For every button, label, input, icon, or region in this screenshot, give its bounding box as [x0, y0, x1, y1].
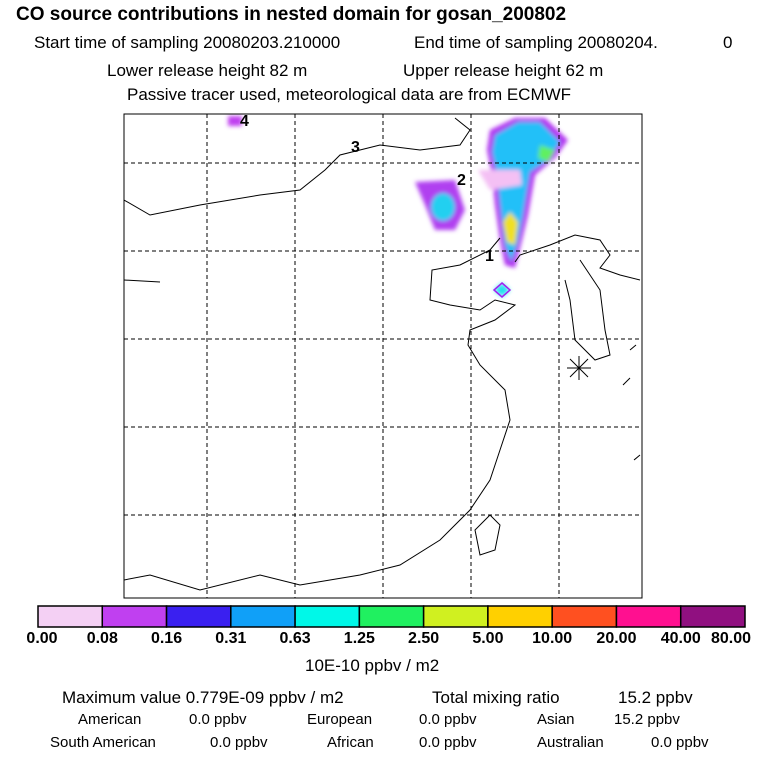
point-label-4: 4	[240, 113, 249, 130]
region-name: South American	[50, 734, 156, 751]
colorbar-tick-label: 0.31	[215, 630, 247, 647]
colorbar-segment	[679, 605, 746, 628]
colorbar-tick-label: 0.08	[86, 630, 118, 647]
total-mixing-value: 15.2 ppbv	[618, 688, 693, 707]
colorbar-tick-label: 5.00	[472, 630, 504, 647]
colorbar-tick-label: 0.16	[150, 630, 183, 647]
point-label-3: 3	[351, 139, 360, 156]
figure-title: CO source contributions in nested domain…	[16, 4, 567, 25]
end-time: End time of sampling 20080204.	[414, 33, 658, 52]
colorbar-segment	[422, 605, 489, 628]
region-value: 15.2 ppbv	[614, 711, 680, 728]
region-name: Asian	[537, 711, 575, 728]
colorbar-segment	[101, 605, 168, 628]
lower-release-height: Lower release height 82 m	[107, 61, 308, 80]
colorbar-segment	[615, 605, 682, 628]
region-name: American	[78, 711, 142, 728]
region-value: 0.0 ppbv	[419, 734, 477, 751]
tracer-note: Passive tracer used, meteorological data…	[127, 85, 572, 104]
total-mixing-label: Total mixing ratio	[432, 688, 560, 707]
colorbar-tick-label: 40.00	[660, 630, 701, 647]
end-time-value: 0	[723, 33, 733, 52]
point-label-1: 1	[485, 248, 494, 265]
region-name: Australian	[537, 734, 604, 751]
colorbar-tick-label: 80.00	[710, 630, 752, 647]
colorbar-segment	[165, 605, 232, 628]
colorbar-segment	[294, 605, 361, 628]
start-time: Start time of sampling 20080203.210000	[34, 33, 341, 52]
upper-release-height: Upper release height 62 m	[403, 61, 604, 80]
region-value: 0.0 ppbv	[419, 711, 477, 728]
colorbar-tick-label: 1.25	[343, 630, 375, 647]
colorbar-segment	[230, 605, 296, 628]
colorbar-segment	[358, 605, 425, 628]
region-value: 0.0 ppbv	[189, 711, 247, 728]
region-value: 0.0 ppbv	[651, 734, 709, 751]
coastlines	[124, 117, 641, 591]
lat-lon-grid	[124, 114, 642, 598]
colorbar-unit: 10E-10 ppbv / m2	[305, 656, 440, 675]
colorbar-segment	[37, 605, 104, 628]
colorbar-segment	[487, 605, 553, 628]
region-name: European	[307, 711, 373, 728]
point-label-2: 2	[457, 172, 466, 189]
region-name: African	[327, 734, 374, 751]
colorbar-tick-label: 10.00	[532, 630, 573, 647]
region-value: 0.0 ppbv	[210, 734, 268, 751]
colorbar-segment	[551, 605, 618, 628]
colorbar-tick-label: 0.00	[26, 630, 58, 647]
receptor-marker-icon	[567, 356, 591, 380]
concentration-plume	[228, 116, 568, 297]
colorbar-tick-label: 2.50	[408, 630, 440, 647]
colorbar-tick-label: 20.00	[596, 630, 637, 647]
colorbar	[37, 605, 746, 628]
max-value: Maximum value 0.779E-09 ppbv / m2	[62, 688, 344, 707]
map-frame	[123, 113, 643, 599]
colorbar-tick-label: 0.63	[279, 630, 311, 647]
